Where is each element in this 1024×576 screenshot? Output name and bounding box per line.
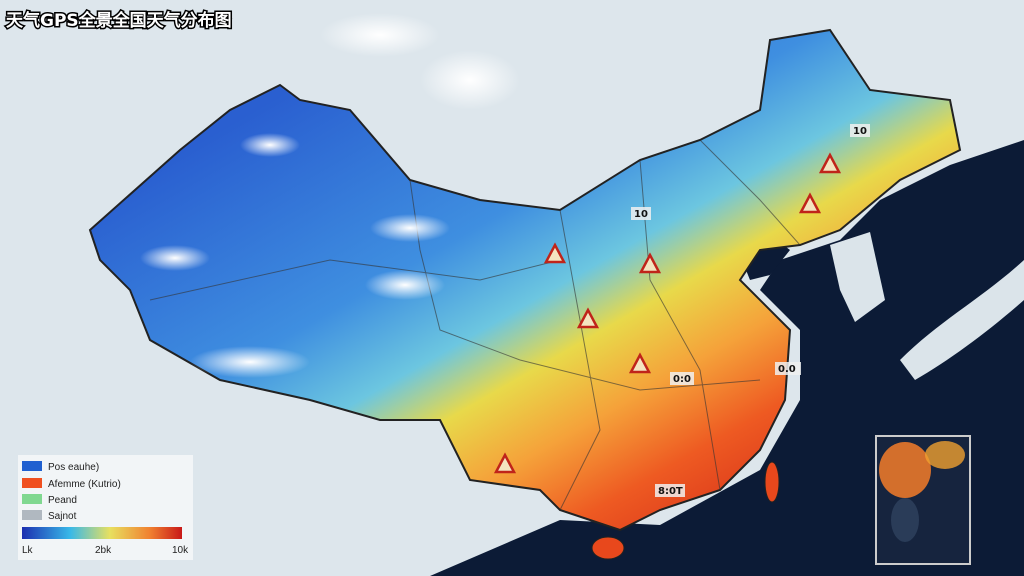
clouds [140,13,520,378]
japan [900,260,1024,380]
warning-icons [493,152,842,474]
taiwan [764,461,780,503]
legend-label: Peand [48,495,77,506]
scale-label: 2bk [95,545,112,556]
station-label: 8:0T [658,486,683,497]
station-label: 0.0 [778,364,796,375]
legend: Pos eauhe) Afemme (Kutrio) Peand Sajnot … [18,455,193,560]
station-label: 0:0 [673,374,691,385]
legend-label: Afemme (Kutrio) [48,479,121,490]
legend-label: Pos eauhe) [48,462,99,473]
station-label: 10 [853,126,867,137]
scale-label: 10k [172,545,189,556]
map-title: 天气GPS全景全国天气分布图 [6,10,232,31]
station-label: 10 [634,209,648,220]
station-labels: 10 10 0.0 0:0 8:0T [631,124,870,497]
inset-map [875,435,971,565]
hainan [591,536,625,560]
scale-label: Lk [22,545,34,556]
legend-label: Sajnot [48,511,77,522]
korea [830,232,885,322]
